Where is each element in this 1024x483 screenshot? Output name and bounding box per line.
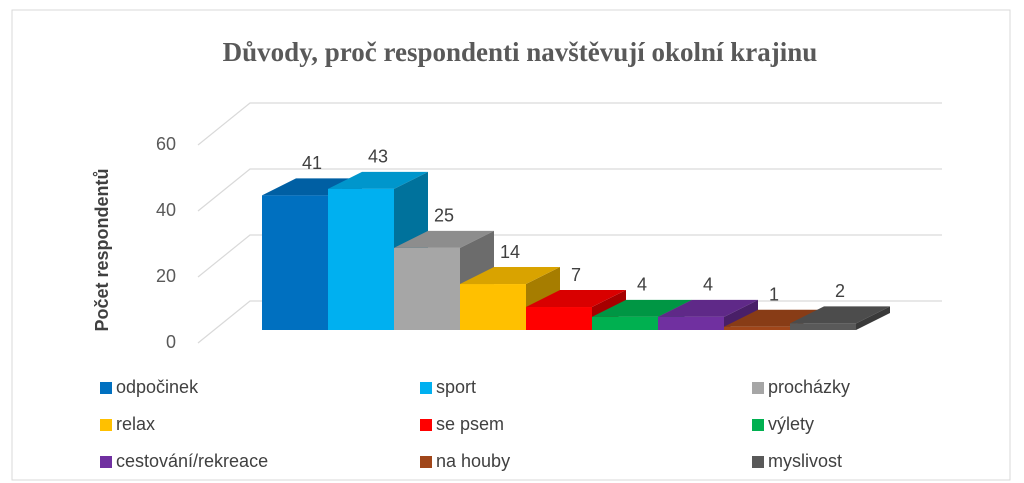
bar-top: [394, 230, 494, 248]
bar: [592, 316, 658, 330]
bar: [394, 247, 460, 330]
y-axis-label: Počet respondentů: [92, 168, 112, 331]
legend-swatch: [420, 419, 432, 431]
chart-title: Důvody, proč respondenti navštěvují okol…: [223, 37, 818, 67]
value-label: 41: [302, 153, 322, 173]
bar: [328, 188, 394, 330]
value-label: 43: [368, 147, 388, 167]
bar-top: [262, 178, 362, 196]
y-tick-label: 40: [156, 200, 176, 220]
value-label: 14: [500, 242, 520, 262]
legend-label: procházky: [768, 377, 850, 397]
legend-swatch: [752, 419, 764, 431]
value-label: 2: [835, 281, 845, 301]
legend-label: odpočinek: [116, 377, 199, 397]
legend-swatch: [100, 456, 112, 468]
bar-top: [790, 306, 890, 324]
y-tick-label: 60: [156, 134, 176, 154]
grid-line: [197, 168, 942, 212]
grid-line: [197, 234, 942, 278]
bar: [460, 284, 526, 330]
bar-side: [856, 306, 890, 330]
bar-top: [724, 309, 824, 327]
bar: [526, 307, 592, 330]
legend-label: výlety: [768, 414, 814, 434]
legend-label: cestování/rekreace: [116, 451, 268, 471]
y-tick-label: 20: [156, 266, 176, 286]
bar: [262, 195, 328, 330]
grid-line: [197, 102, 942, 146]
value-label: 4: [637, 275, 647, 295]
value-label: 25: [434, 206, 454, 226]
bar-top: [658, 299, 758, 317]
legend-label: sport: [436, 377, 476, 397]
bar-top: [592, 299, 692, 317]
chart-frame: [11, 9, 1011, 481]
bar-top: [460, 267, 560, 285]
legend-label: relax: [116, 414, 155, 434]
bar-top: [526, 290, 626, 308]
legend-label: myslivost: [768, 451, 842, 471]
legend-swatch: [752, 456, 764, 468]
value-label: 4: [703, 275, 713, 295]
bar-top: [328, 171, 428, 189]
bar: [790, 323, 856, 330]
legend-label: na houby: [436, 451, 510, 471]
bar: [724, 326, 790, 330]
y-tick-label: 0: [166, 332, 176, 352]
bar: [658, 316, 724, 330]
legend-swatch: [420, 456, 432, 468]
legend-swatch: [100, 419, 112, 431]
legend-label: se psem: [436, 414, 504, 434]
legend-swatch: [100, 382, 112, 394]
legend-swatch: [752, 382, 764, 394]
value-label: 7: [571, 265, 581, 285]
legend-swatch: [420, 382, 432, 394]
value-label: 1: [769, 284, 779, 304]
